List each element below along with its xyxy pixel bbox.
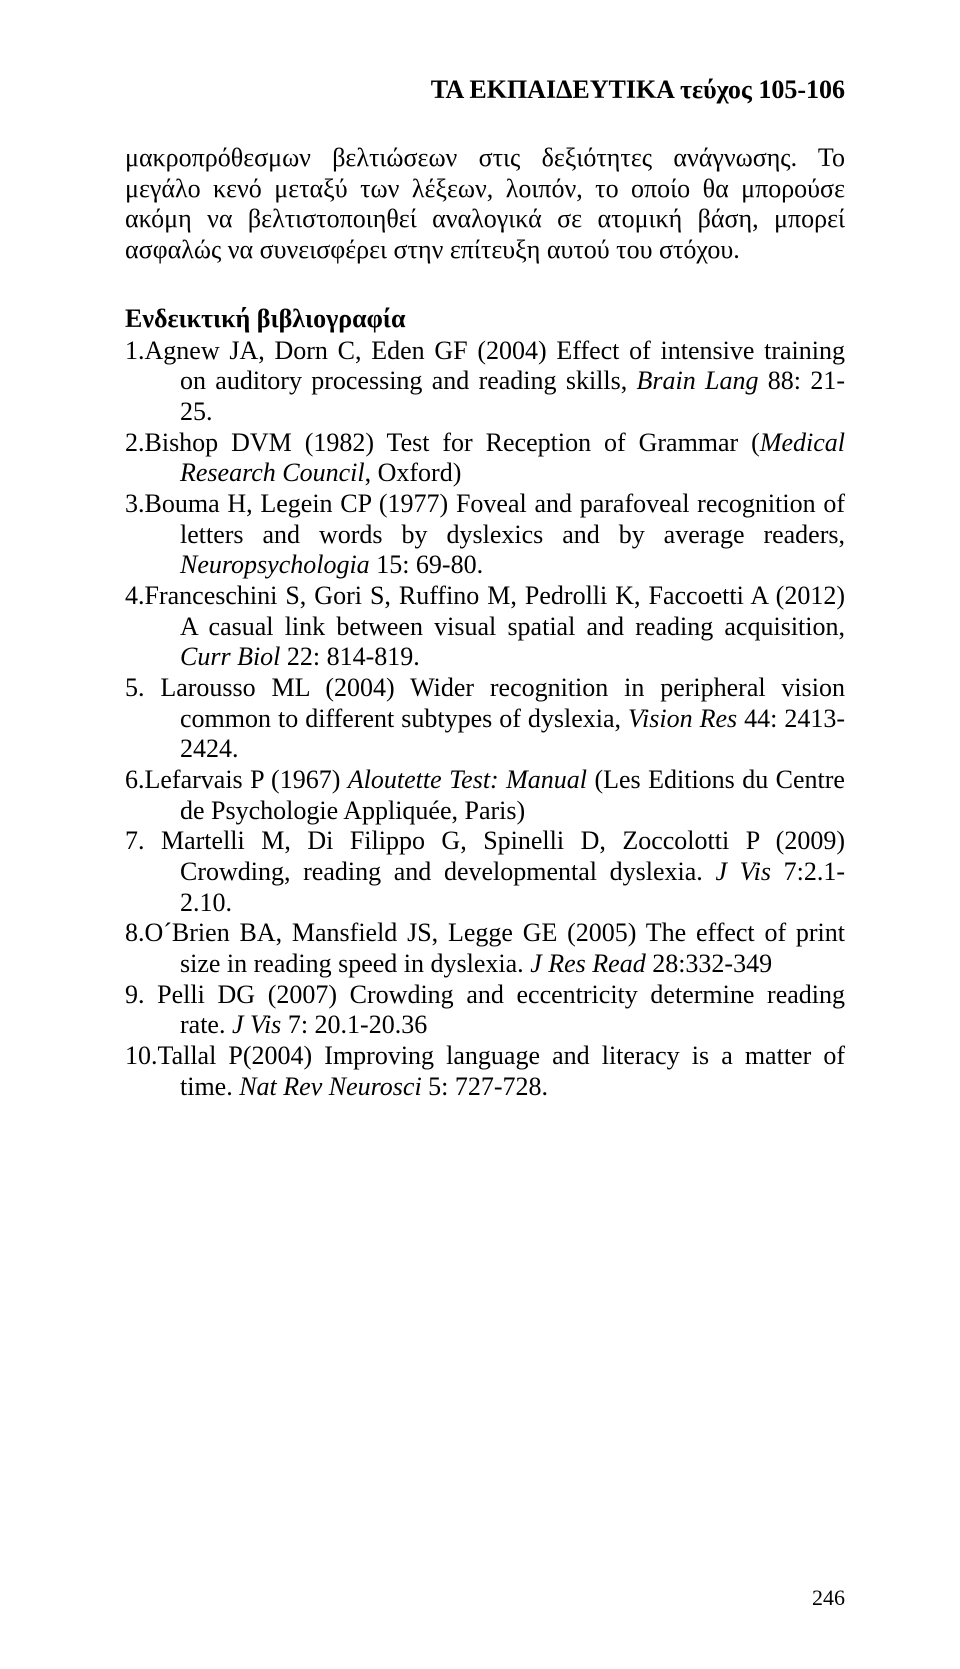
bib-text: 22: 814-819. (280, 642, 419, 671)
bib-text: , Oxford) (365, 458, 462, 487)
document-page: ΤΑ ΕΚΠΑΙΔΕΥΤΙΚΑ τεύχος 105-106 μακροπρόθ… (0, 0, 960, 1669)
bibliography-heading: Ενδεικτική βιβλιογραφία (125, 304, 845, 334)
bib-italic: Curr Biol (180, 642, 280, 671)
bibliography-item: 5. Larousso ML (2004) Wider recognition … (125, 673, 845, 765)
bib-text: Franceschini S, Gori S, Ruffino M, Pedro… (145, 581, 846, 641)
bib-number: 3. (125, 489, 145, 518)
bib-text: Bishop DVM (1982) Test for Reception of … (145, 428, 760, 457)
bib-number: 8. (125, 918, 145, 947)
bibliography-item: 9. Pelli DG (2007) Crowding and eccentri… (125, 980, 845, 1041)
bib-number: 2. (125, 428, 145, 457)
bibliography-item: 3.Bouma H, Legein CP (1977) Foveal and p… (125, 489, 845, 581)
bib-text: Lefarvais P (1967) (145, 765, 348, 794)
bibliography-item: 7. Martelli M, Di Filippo G, Spinelli D,… (125, 826, 845, 918)
bib-italic: J Res Read (530, 949, 646, 978)
bib-italic: Aloutette Test: Manual (348, 765, 587, 794)
bibliography-list: 1.Agnew JA, Dorn C, Eden GF (2004) Effec… (125, 336, 845, 1103)
bib-text: 5: 727-728. (422, 1072, 548, 1101)
body-paragraph: μακροπρόθεσμων βελτιώσεων στις δεξιότητε… (125, 143, 845, 266)
bibliography-item: 2.Bishop DVM (1982) Test for Reception o… (125, 428, 845, 489)
bib-number: 5. (125, 673, 145, 702)
bib-text: Bouma H, Legein CP (1977) Foveal and par… (145, 489, 846, 549)
bib-text: 7: 20.1-20.36 (281, 1010, 427, 1039)
bib-italic: J Vis (232, 1010, 281, 1039)
bib-italic: Brain Lang (637, 366, 759, 395)
bibliography-item: 1.Agnew JA, Dorn C, Eden GF (2004) Effec… (125, 336, 845, 428)
bib-number: 7. (125, 826, 145, 855)
bib-italic: J Vis (715, 857, 771, 886)
bib-italic: Nat Rev Neurosci (239, 1072, 421, 1101)
bibliography-item: 8.O´Brien BA, Mansfield JS, Legge GE (20… (125, 918, 845, 979)
bib-number: 6. (125, 765, 145, 794)
bib-italic: Neuropsychologia (180, 550, 370, 579)
bibliography-item: 10.Tallal P(2004) Improving language and… (125, 1041, 845, 1102)
bibliography-item: 6.Lefarvais P (1967) Aloutette Test: Man… (125, 765, 845, 826)
page-number: 246 (812, 1585, 845, 1611)
journal-header: ΤΑ ΕΚΠΑΙΔΕΥΤΙΚΑ τεύχος 105-106 (125, 75, 845, 105)
bib-number: 10. (125, 1041, 158, 1070)
bibliography-item: 4.Franceschini S, Gori S, Ruffino M, Ped… (125, 581, 845, 673)
bib-number: 4. (125, 581, 145, 610)
bib-text: 15: 69-80. (370, 550, 483, 579)
bib-number: 1. (125, 336, 145, 365)
bib-italic: Vision Res (628, 704, 737, 733)
bib-number: 9. (125, 980, 145, 1009)
bib-text: 28:332-349 (646, 949, 772, 978)
